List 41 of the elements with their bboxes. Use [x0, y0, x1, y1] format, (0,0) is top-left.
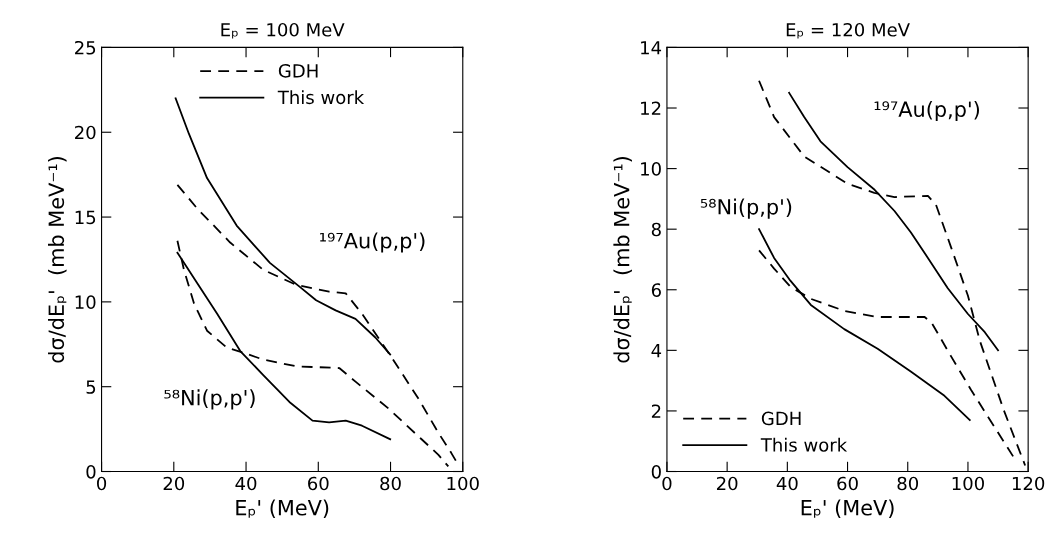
- y-tick-label: 8: [651, 222, 661, 237]
- x-tick-label: 0: [97, 476, 107, 491]
- chart-title: Eₚ = 100 MeV: [221, 22, 345, 39]
- y-tick-label: 2: [651, 404, 661, 418]
- y-tick-label: 6: [651, 283, 661, 297]
- chart-title: Eₚ = 120 MeV: [786, 22, 910, 39]
- annotation: ¹⁹⁷Au(p,p'): [320, 232, 425, 253]
- x-tick-label: 80: [897, 476, 919, 491]
- y-tick-label: 10: [641, 162, 661, 176]
- legend-label: This work: [277, 90, 365, 105]
- y-tick-label: 15: [75, 210, 96, 225]
- y-axis-title: dσ/dEₚ' (mb MeV⁻¹): [48, 157, 67, 363]
- y-tick-label: 4: [651, 344, 662, 358]
- y-tick-label: 5: [86, 380, 96, 394]
- legend-label: This work: [760, 437, 848, 452]
- annotation: ⁵⁸Ni(p,p'): [700, 198, 792, 219]
- y-tick-label: 0: [86, 464, 96, 479]
- x-tick-label: 120: [1012, 476, 1045, 491]
- x-tick-label: 20: [163, 476, 185, 491]
- x-tick-label: 40: [776, 476, 798, 491]
- annotation: ¹⁹⁷Au(p,p'): [874, 100, 979, 122]
- y-tick-label: 0: [651, 464, 661, 479]
- x-tick-label: 0: [662, 476, 672, 491]
- y-tick-label: 20: [75, 125, 96, 140]
- y-tick-label: 10: [75, 295, 96, 309]
- x-axis-title: Eₚ' (MeV): [801, 499, 894, 518]
- x-tick-label: 40: [235, 476, 257, 491]
- legend-label: GDH: [761, 411, 801, 426]
- y-tick-label: 12: [641, 101, 661, 115]
- x-tick-label: 60: [308, 476, 329, 491]
- x-axis-title: Eₚ' (MeV): [236, 499, 329, 518]
- y-axis-title: dσ/dEₚ' (mb MeV⁻¹): [613, 157, 632, 363]
- y-tick-label: 14: [641, 41, 662, 55]
- x-tick-label: 20: [716, 476, 738, 491]
- y-tick-label: 25: [75, 40, 96, 55]
- annotation: ⁵⁸Ni(p,p'): [164, 389, 255, 410]
- x-tick-label: 80: [380, 476, 401, 491]
- x-tick-label: 100: [447, 476, 479, 491]
- legend-label: GDH: [278, 64, 318, 78]
- x-tick-label: 100: [952, 476, 984, 491]
- x-tick-label: 60: [837, 476, 858, 491]
